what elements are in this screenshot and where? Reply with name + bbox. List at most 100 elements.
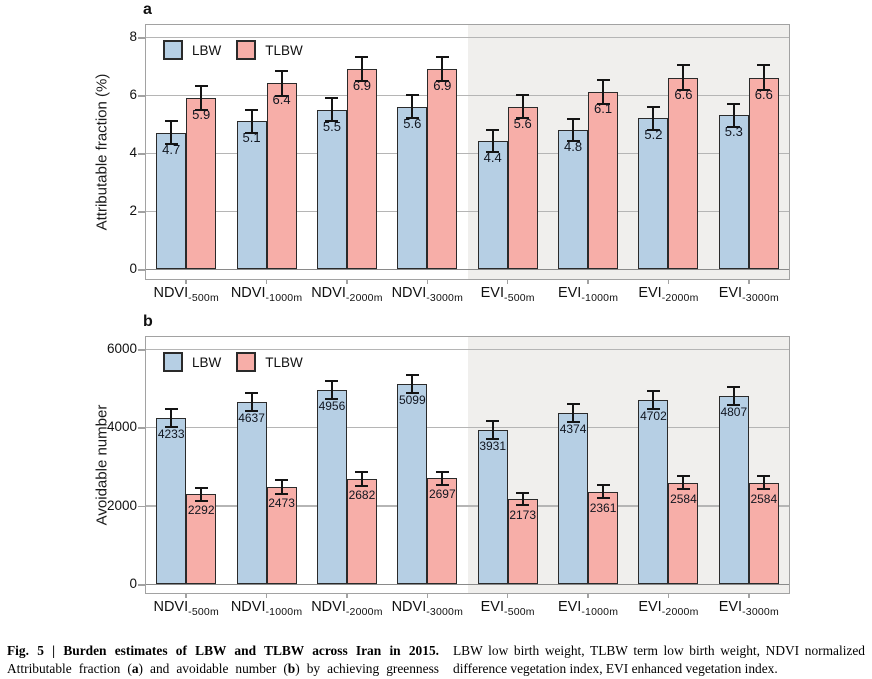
bar-value-label: 2682 [348, 487, 376, 502]
bar-tlbw [668, 482, 699, 584]
x-axis-tick [346, 593, 348, 598]
gridline [146, 348, 789, 350]
error-bar-cap [757, 488, 771, 491]
y-axis-tick-label: 2000 [106, 497, 137, 513]
x-axis-tick [667, 593, 670, 598]
bar-value-label: 5.1 [242, 130, 261, 146]
error-bar-cap [646, 128, 660, 131]
y-axis-tick [138, 37, 146, 39]
bar-value-label: 5.5 [322, 118, 341, 134]
error-bar-cap [727, 102, 741, 105]
error-bar-cap [164, 143, 178, 146]
y-axis-tick [138, 584, 146, 586]
bar-value-label: 4.4 [483, 150, 502, 166]
category-name: EVI [718, 599, 743, 615]
error-bar-cap [676, 64, 690, 67]
error-bar-cap [435, 80, 449, 83]
category-name: EVI [638, 285, 662, 301]
bar-value-label: 2697 [428, 487, 456, 502]
y-axis-tick [138, 95, 146, 97]
bar-tlbw [186, 494, 217, 584]
bar-tlbw [507, 106, 538, 269]
bar-value-label: 6.1 [594, 101, 613, 117]
bar-value-label: 6.9 [352, 77, 371, 93]
error-bar-cap [164, 408, 178, 411]
bar-value-label: 5.6 [403, 115, 422, 131]
error-bar-cap [596, 103, 610, 106]
y-axis-tick-label: 2 [129, 203, 137, 218]
panel-a-letter: a [143, 1, 152, 18]
error-bar [732, 103, 735, 127]
category-name: NDVI [391, 599, 427, 615]
error-bar-cap [355, 80, 369, 83]
error-bar-cap [516, 117, 530, 120]
error-bar-cap [325, 120, 339, 123]
error-bar-cap [194, 486, 208, 489]
y-axis-tick [138, 269, 146, 271]
gridline [146, 94, 789, 96]
bar-value-label: 5099 [398, 393, 426, 408]
caption-text: Attributable fraction ( [7, 660, 132, 676]
error-bar [732, 386, 735, 405]
bar-value-label: 5.3 [724, 124, 743, 140]
figure-caption: Fig. 5 | Burden estimates of LBW and TLB… [7, 629, 865, 679]
x-axis-category-label: NDVI-1000m [231, 599, 302, 618]
error-bar [572, 403, 575, 422]
category-name: EVI [480, 599, 504, 615]
legend-label-lbw: LBW [192, 42, 222, 58]
legend: LBW TLBW [163, 352, 318, 372]
x-axis-tick [265, 593, 268, 598]
error-bar-cap [275, 70, 289, 73]
x-axis-category-label: NDVI-3000m [391, 599, 463, 618]
error-bar-cap [325, 379, 339, 382]
legend-swatch-tlbw [236, 40, 257, 60]
bar-lbw [718, 115, 749, 269]
error-bar-cap [355, 484, 369, 487]
error-bar [170, 409, 173, 428]
bar-lbw [397, 106, 428, 269]
error-bar [411, 95, 414, 119]
error-bar [280, 480, 283, 494]
error-bar-cap [325, 397, 339, 400]
error-bar-cap [757, 88, 771, 91]
category-buffer-subscript: -3000m [426, 292, 464, 304]
error-bar-cap [405, 117, 419, 120]
error-bar-cap [676, 488, 690, 491]
x-axis-tick [506, 279, 509, 284]
y-axis-tick-label: 8 [129, 29, 137, 44]
bar-lbw [558, 129, 589, 269]
caption-bold-text: a [131, 660, 139, 676]
x-axis-tick [346, 279, 348, 284]
bar-value-label: 3931 [479, 439, 507, 454]
bar-value-label: 2361 [589, 500, 617, 515]
error-bar [200, 85, 203, 111]
bar-value-label: 4.8 [564, 138, 583, 154]
x-axis-tick [667, 279, 670, 284]
bar-lbw [477, 141, 508, 269]
error-bar [330, 380, 333, 399]
error-bar [170, 121, 173, 145]
error-bar [682, 476, 685, 490]
error-bar-cap [757, 475, 771, 478]
bar-value-label: 6.6 [754, 86, 773, 102]
error-bar [250, 109, 253, 133]
gridline [146, 152, 789, 154]
error-bar-cap [355, 55, 369, 58]
y-axis-tick-label: 6000 [106, 341, 137, 356]
bar-lbw [316, 109, 347, 269]
error-bar-cap [516, 491, 530, 494]
x-axis-category-label: EVI-500m [481, 285, 535, 304]
bar-value-label: 6.6 [674, 86, 693, 102]
x-axis-category-label: EVI-1000m [558, 599, 619, 618]
error-bar-cap [275, 479, 289, 482]
category-buffer-subscript: -1000m [265, 292, 303, 304]
category-name: NDVI [311, 599, 346, 615]
x-axis-tick [265, 279, 268, 284]
category-name: NDVI [230, 285, 266, 301]
category-buffer-subscript: -1000m [581, 606, 619, 618]
x-axis-tick [185, 593, 187, 598]
bar-value-label: 4637 [238, 411, 265, 426]
error-bar-cap [566, 139, 580, 142]
error-bar-cap [566, 402, 580, 405]
x-axis-tick [506, 593, 509, 598]
